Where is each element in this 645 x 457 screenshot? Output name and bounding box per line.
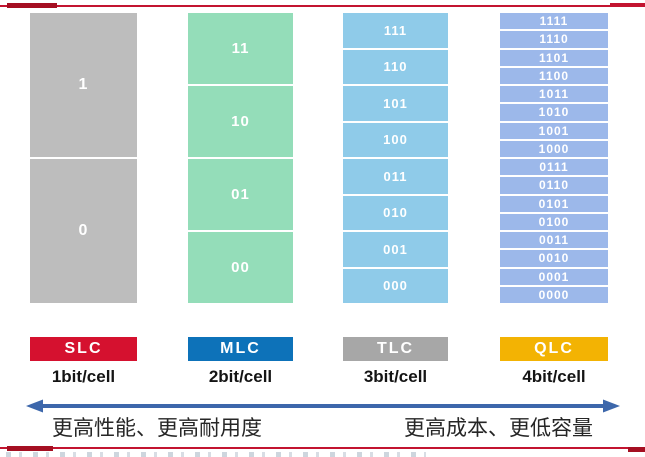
qlc-cell-0101: 0101: [500, 195, 608, 212]
tlc-badge: TLC: [343, 337, 448, 361]
tlc-cell-100: 100: [343, 122, 448, 157]
mlc-column: 11 10 01 00: [188, 13, 293, 303]
mlc-cell-01: 01: [188, 159, 293, 230]
qlc-cell-0110: 0110: [500, 177, 608, 194]
qlc-cell-0000: 0000: [500, 286, 608, 303]
tlc-cell-000: 000: [343, 268, 448, 303]
qlc-column: 1111 1110 1101 1100 1011 1010 1001 1000 0111 0110…: [500, 13, 608, 303]
slc-bits-label: 1bit/cell: [51, 367, 116, 386]
qlc-cell-0100: 0100: [500, 213, 608, 230]
top-rule-line: [0, 5, 645, 7]
bottom-rule-right-segment: [628, 447, 645, 452]
qlc-bits-label: 4bit/cell: [522, 367, 586, 386]
qlc-cell-1000: 1000: [500, 140, 608, 157]
tlc-cell-110: 110: [343, 49, 448, 84]
tlc-cell-011: 011: [343, 159, 448, 194]
tlc-column: 111 110 101 100 011 010 001 000: [343, 13, 448, 303]
tlc-cell-001: 001: [343, 232, 448, 267]
mlc-cell-11: 11: [188, 13, 293, 84]
qlc-cell-1010: 1010: [500, 104, 608, 121]
qlc-cell-1111: 1111: [500, 13, 608, 30]
top-rule-right-segment: [610, 3, 645, 7]
qlc-cell-0011: 0011: [500, 232, 608, 249]
bottom-rule-left-segment: [7, 446, 53, 451]
mlc-cell-10: 10: [188, 86, 293, 157]
tradeoff-arrow: [26, 399, 620, 413]
mlc-badge: MLC: [188, 337, 293, 361]
qlc-cell-0010: 0010: [500, 250, 608, 267]
qlc-cell-1011: 1011: [500, 86, 608, 103]
mlc-bits-label: 2bit/cell: [208, 367, 273, 386]
tradeoff-left-label: 更高性能、更高耐用度: [52, 417, 262, 440]
tlc-cell-010: 010: [343, 195, 448, 230]
slc-cell-1: 1: [30, 13, 137, 157]
qlc-cell-1110: 1110: [500, 31, 608, 48]
qlc-badge: QLC: [500, 337, 608, 361]
mlc-cell-00: 00: [188, 232, 293, 303]
qlc-cell-1101: 1101: [500, 49, 608, 66]
tradeoff-right-label: 更高成本、更低容量: [404, 417, 593, 440]
slc-badge: SLC: [30, 337, 137, 361]
qlc-cell-1001: 1001: [500, 122, 608, 139]
qlc-cell-1100: 1100: [500, 67, 608, 84]
top-rule-left-segment: [7, 3, 57, 8]
tlc-cell-111: 111: [343, 13, 448, 48]
qlc-cell-0111: 0111: [500, 159, 608, 176]
qlc-cell-0001: 0001: [500, 268, 608, 285]
tlc-bits-label: 3bit/cell: [363, 367, 428, 386]
tlc-cell-101: 101: [343, 86, 448, 121]
slc-cell-0: 0: [30, 159, 137, 303]
bottom-rule-line: [0, 447, 645, 449]
cropped-text-remnant: [6, 452, 426, 457]
